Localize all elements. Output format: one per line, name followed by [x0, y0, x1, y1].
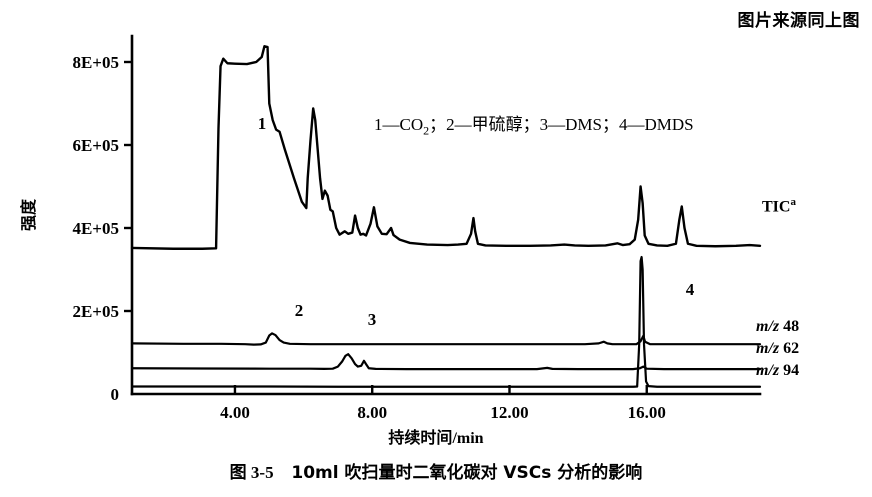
legend-entry-2: 2—甲硫醇 [446, 115, 523, 134]
legend-sub-2: 2 [423, 123, 430, 138]
trace-label-mz94: m/z 94 [756, 362, 799, 380]
legend-sep-3: ； [601, 115, 619, 134]
legend-sep-2: ； [522, 115, 540, 134]
legend-entry-3: 3—DMS [539, 115, 602, 134]
trace-label-tic-text: TIC [762, 198, 791, 216]
peak-label-4: 4 [686, 280, 695, 299]
legend-entry-1: 1—CO2 [374, 115, 430, 138]
x-tick-label-0: 4.00 [220, 403, 250, 422]
mz-value-48: 48 [783, 318, 800, 335]
peak-label-2: 2 [295, 301, 304, 320]
legend-sep-1: ； [429, 115, 447, 134]
mz-value-94: 94 [783, 362, 800, 379]
y-tick-label-0: 0 [111, 385, 120, 404]
source-note: 图片来源同上图 [737, 11, 860, 31]
x-axis-title-unit: /min [452, 430, 484, 447]
trace-label-tic-superscript: a [790, 196, 796, 208]
x-tick-label-1: 8.00 [357, 403, 387, 422]
mz-prefix-48: m/z [756, 318, 780, 335]
trace-label-tic: TICa [762, 196, 796, 216]
peak-label-3: 3 [368, 310, 377, 329]
y-tick-label-3: 6E+05 [72, 136, 119, 155]
trace-lines-group [130, 45, 762, 388]
legend-entry-4: 4—DMDS [618, 115, 694, 134]
trace-m-z-48 [130, 332, 762, 346]
chromatogram-svg: 0 2E+05 4E+05 6E+05 8E+05 4.00 8.00 12.00 16.00… [19, 34, 762, 422]
mz-prefix-94: m/z [756, 362, 780, 379]
trace-label-mz48: m/z 48 [756, 318, 799, 336]
chromatogram-plot: 0 2E+05 4E+05 6E+05 8E+05 4.00 8.00 12.00 16.00… [19, 34, 762, 422]
y-axis-title: 强度 [19, 198, 38, 231]
y-tick-label-1: 2E+05 [72, 302, 119, 321]
trace-m-z-94 [130, 255, 762, 388]
mz-value-62: 62 [783, 340, 800, 357]
y-tick-label-2: 4E+05 [72, 219, 119, 238]
x-tick-labels: 4.00 8.00 12.00 16.00 [220, 403, 666, 422]
trace-label-mz62: m/z 62 [756, 340, 799, 358]
x-axis-title-main: 持续时间 [388, 428, 453, 447]
mz-prefix-62: m/z [756, 340, 780, 357]
axes-group [130, 34, 762, 396]
x-tick-label-3: 16.00 [628, 403, 666, 422]
y-tick-label-4: 8E+05 [72, 53, 119, 72]
y-ticks-group [124, 60, 132, 313]
y-tick-labels: 0 2E+05 4E+05 6E+05 8E+05 [72, 53, 119, 404]
x-tick-label-2: 12.00 [490, 403, 528, 422]
trace-tic [130, 45, 762, 250]
legend: 1—CO2；2—甲硫醇；3—DMS；4—DMDS [374, 110, 694, 138]
figure-caption: 图 3-5 10ml 吹扫量时二氧化碳对 VSCs 分析的影响 [0, 458, 872, 483]
figure-caption-text: 10ml 吹扫量时二氧化碳对 VSCs 分析的影响 [291, 463, 643, 483]
x-axis-title: 持续时间/min [0, 424, 872, 448]
figure-caption-number: 图 3-5 [229, 463, 274, 482]
trace-m-z-62 [130, 353, 762, 371]
peak-label-1: 1 [258, 114, 267, 133]
